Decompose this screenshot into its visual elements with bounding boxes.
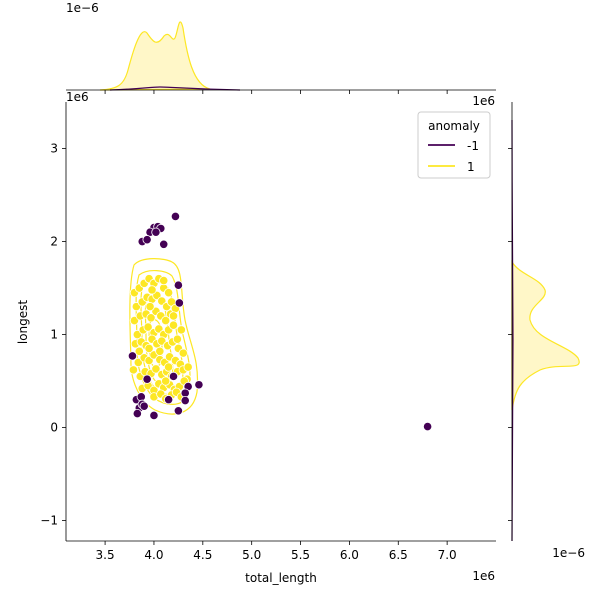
- scatter-point-anomaly-1: [145, 302, 155, 312]
- main-plot: 3.5 4.0 4.5 5.0 5.5 6.0 6.5 7.0 −1 0 1 2 3 total_le…: [16, 90, 496, 585]
- scatter-point-anomaly-neg1: [164, 395, 174, 405]
- scatter-point-anomaly-neg1: [168, 371, 179, 381]
- scatter-point-anomaly-neg1: [180, 395, 190, 406]
- legend-title: anomaly: [428, 119, 480, 133]
- scatter-point-anomaly-neg1: [149, 410, 159, 421]
- scatter-point-anomaly-1: [178, 348, 188, 358]
- x-tick-label: 5.0: [242, 548, 261, 562]
- scatter-point-anomaly-neg1: [159, 239, 169, 249]
- scatter-point-anomaly-neg1: [142, 235, 152, 245]
- x-offset-label-top: 1e6: [472, 94, 495, 108]
- scatter-point-anomaly-1: [161, 376, 171, 386]
- scatter-point-anomaly-1: [164, 362, 174, 372]
- scatter-point-anomaly-neg1: [127, 351, 138, 361]
- legend-label-pos: 1: [467, 160, 475, 174]
- x-tick-label: 6.0: [340, 548, 359, 562]
- scatter-point-anomaly-neg1: [132, 408, 142, 419]
- x-axis-label: total_length: [245, 571, 317, 585]
- x-tick-label: 3.5: [96, 548, 115, 562]
- top-marginal-plot: 1e−6: [66, 1, 496, 94]
- right-marginal-y-ticks: [508, 148, 512, 521]
- y-tick-label: 1: [50, 328, 58, 342]
- scatter-point-anomaly-1: [146, 313, 156, 323]
- scatter-point-anomaly-neg1: [174, 298, 184, 308]
- x-tick-label: 7.0: [438, 548, 457, 562]
- scatter-point-anomaly-neg1: [139, 401, 149, 411]
- scatter-point-anomaly-1: [172, 334, 183, 344]
- x-tick-label: 4.0: [144, 548, 163, 562]
- scatter-point-anomaly-neg1: [173, 280, 183, 290]
- y-axis-label: longest: [16, 300, 30, 345]
- scatter-point-anomaly-1: [155, 346, 165, 356]
- y-tick-label: 3: [50, 142, 58, 156]
- scatter-point-anomaly-1: [128, 365, 139, 375]
- right-marginal-kde-fill: [511, 259, 580, 411]
- x-tick-label: 6.5: [389, 548, 408, 562]
- scatter-point-anomaly-neg1: [136, 392, 146, 402]
- scatter-point-anomaly-neg1: [422, 421, 433, 432]
- scatter-point-anomaly-1: [134, 346, 144, 356]
- scatter-point-anomaly-1: [164, 288, 174, 298]
- scatter-point-anomaly-1: [176, 325, 186, 335]
- top-marginal-x-ticks: [104, 90, 448, 94]
- scatter-point-anomaly-neg1: [142, 374, 152, 384]
- anomaly-neg-points: [127, 211, 433, 432]
- scatter-point-anomaly-1: [168, 320, 179, 330]
- scatter-point-anomaly-1: [143, 322, 153, 332]
- scatter-point-anomaly-1: [168, 311, 179, 321]
- scatter-point-anomaly-neg1: [194, 380, 204, 390]
- legend: anomaly -1 1: [417, 111, 491, 179]
- top-marginal-kde-neg: [109, 86, 241, 91]
- top-marginal-kde-fill: [99, 21, 211, 91]
- anomaly-pos-points: [128, 274, 193, 404]
- legend-label-neg: -1: [467, 139, 479, 153]
- x-tick-label: 5.5: [291, 548, 310, 562]
- scatter-point-anomaly-1: [144, 343, 154, 354]
- x-tick-label: 4.5: [193, 548, 212, 562]
- scatter-point-anomaly-1: [183, 362, 193, 372]
- scatter-point-anomaly-neg1: [173, 406, 183, 416]
- main-y-ticks: −1 0 1 2 3: [40, 142, 66, 528]
- scatter-point-anomaly-neg1: [151, 227, 161, 237]
- right-marginal-offset-label: 1e−6: [552, 546, 585, 560]
- scatter-point-anomaly-1: [147, 285, 157, 295]
- scatter-point-anomaly-1: [159, 275, 169, 286]
- x-offset-label: 1e6: [472, 569, 495, 583]
- y-offset-label: 1e6: [66, 90, 89, 104]
- y-tick-label: 0: [50, 421, 58, 435]
- right-marginal-plot: 1e−6: [508, 102, 585, 560]
- scatter-point-anomaly-neg1: [170, 211, 181, 222]
- top-marginal-offset-label: 1e−6: [66, 1, 99, 15]
- y-tick-label: 2: [50, 235, 58, 249]
- main-x-ticks: 3.5 4.0 4.5 5.0 5.5 6.0 6.5 7.0: [96, 541, 457, 562]
- scatter-point-anomaly-1: [161, 315, 171, 326]
- y-tick-label: −1: [40, 514, 58, 528]
- scatter-point-anomaly-1: [151, 364, 161, 374]
